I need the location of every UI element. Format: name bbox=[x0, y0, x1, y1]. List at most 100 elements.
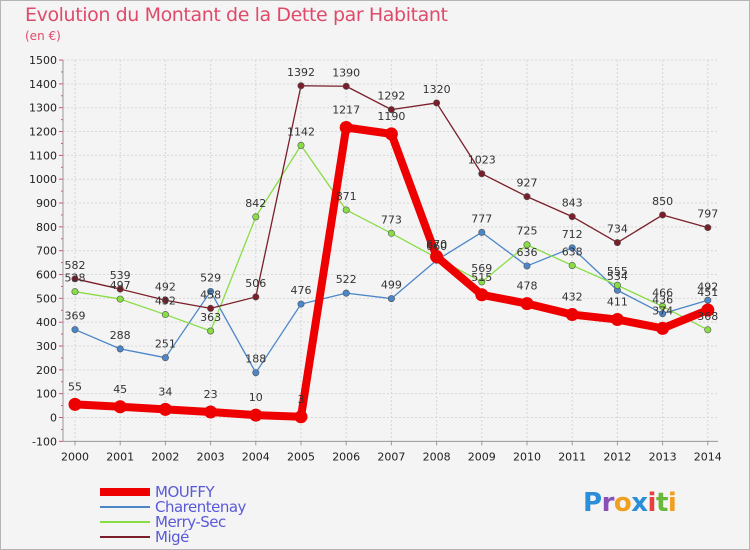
data-point bbox=[339, 120, 353, 134]
x-tick-label: 2013 bbox=[649, 450, 677, 463]
data-point bbox=[613, 281, 621, 289]
data-label: 1217 bbox=[332, 103, 360, 116]
data-label: 451 bbox=[697, 286, 718, 299]
data-label: 1390 bbox=[332, 66, 360, 79]
data-label: 23 bbox=[204, 388, 218, 401]
data-label: 1320 bbox=[423, 83, 451, 96]
y-tick-label: 0 bbox=[50, 412, 57, 425]
data-label: 369 bbox=[65, 310, 86, 323]
proxiti-logo: Proxiti bbox=[583, 488, 677, 518]
data-point bbox=[207, 304, 215, 312]
logo-letter: x bbox=[631, 488, 648, 518]
data-point bbox=[68, 397, 82, 411]
legend-item-mige: Migé bbox=[100, 527, 246, 546]
data-label: 458 bbox=[200, 288, 221, 301]
data-point bbox=[342, 206, 350, 214]
logo-letter: P bbox=[583, 488, 602, 518]
data-label: 515 bbox=[471, 271, 492, 284]
data-point bbox=[297, 82, 305, 90]
data-label: 10 bbox=[249, 391, 263, 404]
y-tick-label: 700 bbox=[36, 245, 57, 258]
data-label: 251 bbox=[155, 338, 176, 351]
data-point bbox=[71, 288, 79, 296]
data-point bbox=[478, 170, 486, 178]
data-point bbox=[704, 224, 712, 232]
x-tick-label: 2000 bbox=[61, 450, 89, 463]
data-label: 1023 bbox=[468, 154, 496, 167]
data-point bbox=[71, 326, 79, 334]
y-tick-label: 200 bbox=[36, 364, 57, 377]
y-tick-label: 800 bbox=[36, 221, 57, 234]
y-tick-label: 600 bbox=[36, 269, 57, 282]
y-tick-label: 300 bbox=[36, 340, 57, 353]
data-point bbox=[430, 250, 444, 264]
data-point bbox=[71, 275, 79, 283]
data-label: 539 bbox=[110, 269, 131, 282]
x-tick-label: 2003 bbox=[197, 450, 225, 463]
logo-letter: o bbox=[613, 488, 632, 518]
data-label: 363 bbox=[200, 311, 221, 324]
legend-label: Migé bbox=[155, 527, 189, 546]
data-point bbox=[158, 402, 172, 416]
data-label: 843 bbox=[562, 197, 583, 210]
data-point bbox=[433, 99, 441, 107]
data-point bbox=[475, 288, 489, 302]
legend-item-charentenay: Charentenay bbox=[100, 497, 246, 516]
data-label: 927 bbox=[517, 177, 538, 190]
logo-letter: r bbox=[601, 488, 615, 518]
data-label: 45 bbox=[113, 383, 127, 396]
legend-item-merry-sec: Merry-Sec bbox=[100, 512, 246, 531]
y-tick-label: 500 bbox=[36, 292, 57, 305]
data-point bbox=[116, 285, 124, 293]
y-tick-label: 400 bbox=[36, 316, 57, 329]
data-label: 499 bbox=[381, 279, 402, 292]
data-point bbox=[342, 289, 350, 297]
data-label: 3 bbox=[298, 393, 305, 406]
data-labels: 369 288 251 529 188 476 522 499 660 777 636 712 534 4… bbox=[65, 66, 719, 406]
data-point bbox=[204, 405, 218, 419]
data-label: 288 bbox=[110, 329, 131, 342]
data-point bbox=[478, 228, 486, 236]
data-label: 842 bbox=[245, 197, 266, 210]
data-label: 374 bbox=[652, 304, 673, 317]
data-label: 506 bbox=[245, 277, 266, 290]
data-label: 534 bbox=[607, 270, 628, 283]
legend-label: Merry-Sec bbox=[155, 512, 226, 531]
legend-label: MOUFFY bbox=[155, 482, 215, 501]
data-label: 34 bbox=[158, 385, 172, 398]
data-point bbox=[523, 241, 531, 249]
data-point bbox=[565, 308, 579, 322]
data-point bbox=[252, 293, 260, 301]
x-tick-label: 2014 bbox=[694, 450, 722, 463]
data-point bbox=[610, 313, 624, 327]
x-tick-label: 2006 bbox=[332, 450, 360, 463]
data-point bbox=[252, 369, 260, 377]
x-tick-label: 2007 bbox=[377, 450, 405, 463]
legend-label: Charentenay bbox=[155, 497, 246, 516]
data-label: 368 bbox=[697, 310, 718, 323]
data-point bbox=[207, 327, 215, 335]
data-point bbox=[659, 310, 667, 318]
data-point bbox=[613, 239, 621, 247]
data-point bbox=[294, 410, 308, 424]
x-tick-label: 2004 bbox=[242, 450, 270, 463]
data-label: 871 bbox=[336, 190, 357, 203]
series-group bbox=[68, 82, 715, 424]
x-tick-label: 2005 bbox=[287, 450, 315, 463]
data-point bbox=[297, 141, 305, 149]
data-point bbox=[116, 345, 124, 353]
data-label: 773 bbox=[381, 213, 402, 226]
data-label: 466 bbox=[652, 286, 673, 299]
legend-swatch bbox=[100, 535, 150, 538]
data-label: 850 bbox=[652, 195, 673, 208]
data-label: 436 bbox=[652, 294, 673, 307]
data-label: 432 bbox=[562, 291, 583, 304]
legend-swatch bbox=[100, 487, 150, 496]
grid bbox=[63, 59, 718, 442]
data-point bbox=[704, 296, 712, 304]
y-axis: -100 0 100 200 300 400 500 600 700 800 900 1000 1100… bbox=[29, 54, 64, 448]
x-axis: 2000 2001 2002 2003 2004 2005 2006 2007 2008 2009… bbox=[61, 440, 722, 463]
data-point bbox=[523, 262, 531, 270]
data-label: 734 bbox=[607, 223, 628, 236]
